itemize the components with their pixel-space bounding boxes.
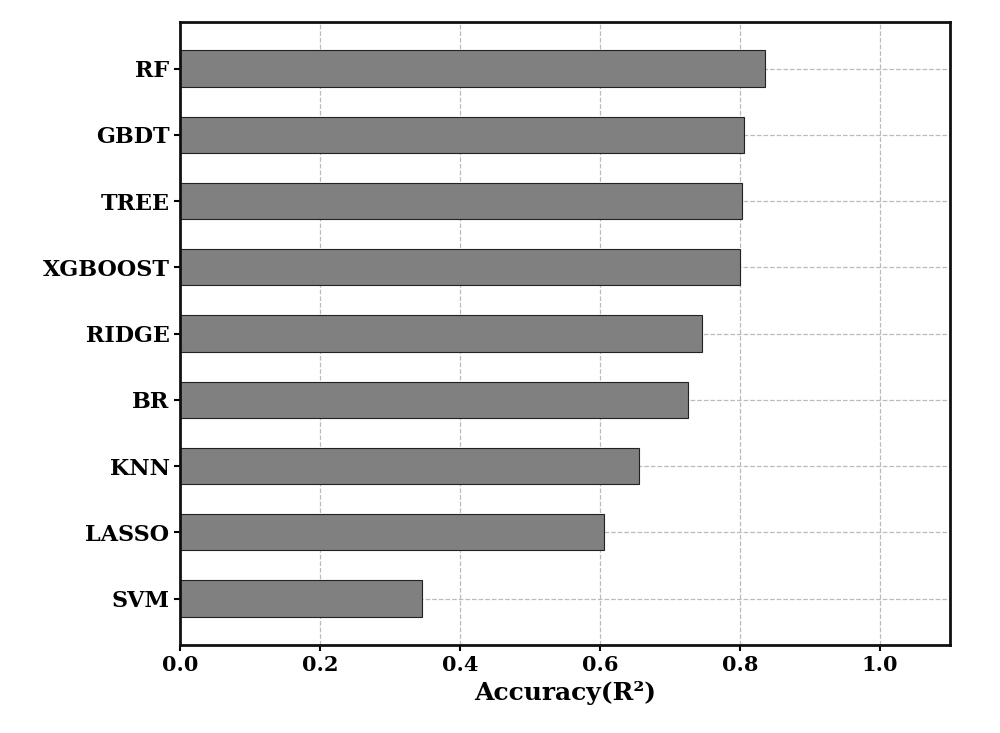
X-axis label: Accuracy(R²): Accuracy(R²) <box>474 681 656 705</box>
Bar <box>180 382 688 418</box>
Bar <box>180 51 765 86</box>
Bar <box>180 183 742 219</box>
Bar <box>180 581 422 616</box>
Bar <box>180 117 744 153</box>
Bar <box>180 448 639 485</box>
Bar <box>180 249 740 285</box>
Bar <box>180 514 604 550</box>
Bar <box>180 315 702 352</box>
